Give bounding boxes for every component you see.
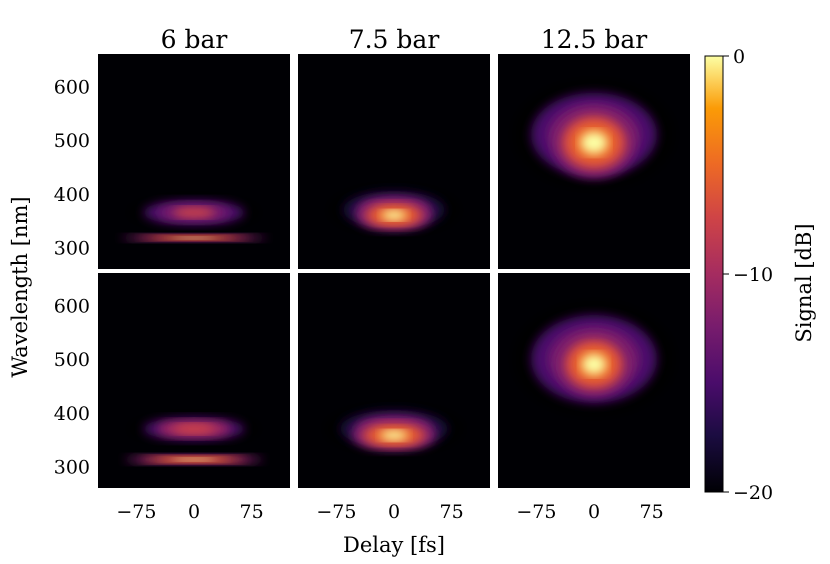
heatmap-feature: [380, 430, 408, 441]
y-tick-label: 600: [54, 76, 90, 98]
panel-background: [298, 54, 490, 269]
panel-background: [298, 273, 490, 488]
x-tick-label: 75: [640, 501, 664, 523]
y-tick-label: 500: [54, 130, 90, 152]
y-tick-label: 500: [54, 349, 90, 371]
panel-background: [98, 54, 290, 269]
colorbar-ticks: 0 −10 −20: [723, 46, 773, 504]
heatmap-feature: [581, 354, 607, 375]
y-tick-label: 600: [54, 295, 90, 317]
heatmap-panels: [98, 54, 690, 488]
x-tick-label: −75: [316, 501, 356, 523]
x-tick-label: 0: [388, 501, 400, 523]
y-tick-label: 400: [54, 184, 90, 206]
x-tick-label: 75: [440, 501, 464, 523]
column-title: 7.5 bar: [349, 25, 440, 54]
y-tick-label: 300: [54, 457, 90, 479]
y-axis-ticks: 300 400 500 600 300 400 500 600: [54, 76, 90, 478]
colorbar-gradient: [704, 55, 724, 493]
colorbar-tick-label: −10: [733, 264, 773, 286]
heatmap-feature: [381, 210, 407, 221]
heatmap-feature: [171, 457, 217, 462]
x-tick-label: 0: [188, 501, 200, 523]
x-tick-label: −75: [116, 501, 156, 523]
heatmap-panel: [298, 273, 490, 488]
heatmap-panel: [98, 54, 290, 269]
panel-background: [98, 273, 290, 488]
y-tick-label: 300: [54, 238, 90, 260]
y-axis-label: Wavelength [nm]: [8, 196, 32, 377]
heatmap-panel: [498, 273, 690, 488]
heatmap-panel: [98, 273, 290, 488]
heatmap-feature: [173, 424, 215, 434]
x-tick-label: −75: [516, 501, 556, 523]
column-title: 6 bar: [161, 25, 228, 54]
column-titles: 6 bar 7.5 bar 12.5 bar: [161, 25, 648, 54]
x-axis-ticks: −75 0 75 −75 0 75 −75 0 75: [116, 501, 663, 523]
colorbar: 0 −10 −20 Signal [dB]: [704, 46, 816, 504]
x-axis-label: Delay [fs]: [343, 533, 445, 557]
x-tick-label: 0: [588, 501, 600, 523]
colorbar-tick-label: −20: [733, 482, 773, 504]
colorbar-label: Signal [dB]: [792, 223, 816, 342]
heatmap-feature: [170, 236, 218, 240]
heatmap-panel: [298, 54, 490, 269]
heatmap-feature: [173, 207, 215, 218]
heatmap-panel: [498, 54, 690, 269]
heatmap-feature: [580, 131, 608, 154]
y-tick-label: 400: [54, 403, 90, 425]
x-tick-label: 75: [240, 501, 264, 523]
colorbar-tick-label: 0: [733, 46, 745, 68]
column-title: 12.5 bar: [541, 25, 648, 54]
